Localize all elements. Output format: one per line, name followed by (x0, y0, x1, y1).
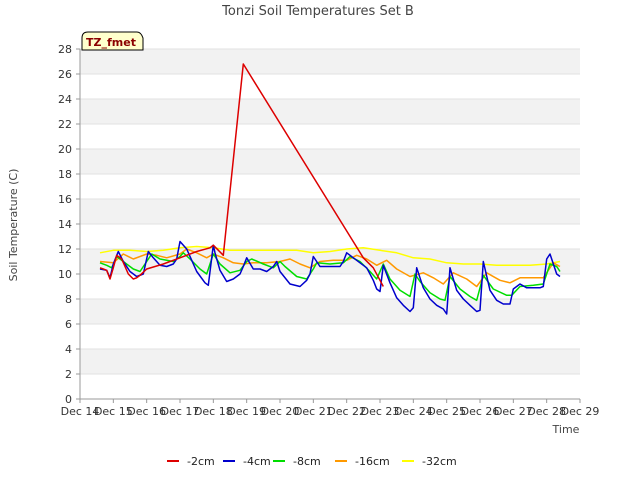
x-tick-label: Dec 24 (394, 405, 433, 418)
x-tick-label: Dec 18 (194, 405, 233, 418)
x-tick-label: Dec 22 (327, 405, 366, 418)
legend-label: -16cm (355, 455, 390, 468)
plot-band (80, 74, 580, 99)
y-tick-label: 0 (65, 393, 72, 406)
plot-band (80, 174, 580, 199)
plot-band (80, 224, 580, 249)
badge-box (81, 31, 144, 51)
series-line-32cm (99, 245, 561, 267)
legend-label: -4cm (243, 455, 271, 468)
y-tick-label: 28 (58, 43, 72, 56)
x-tick-label: Dec 21 (294, 405, 333, 418)
x-tick-label: Dec 25 (427, 405, 466, 418)
legend-label: -2cm (187, 455, 215, 468)
plot-band (80, 49, 580, 74)
y-tick-label: 20 (58, 143, 72, 156)
plot-band (80, 149, 580, 174)
plot-band (80, 349, 580, 374)
x-tick-label: Dec 14 (61, 405, 100, 418)
legend: -2cm -4cm -8cm -16cm -32cm (167, 455, 457, 468)
x-tick-label: Dec 28 (527, 405, 566, 418)
x-tick-label: Dec 23 (361, 405, 400, 418)
plot-band (80, 124, 580, 149)
y-tick-label: 2 (65, 368, 72, 381)
x-tick-label: Dec 16 (127, 405, 166, 418)
x-tick-label: Dec 26 (461, 405, 500, 418)
plot-band (80, 249, 580, 274)
badge-label: TZ_fmet (86, 36, 136, 49)
x-tick-label: Dec 20 (261, 405, 300, 418)
plot-band (80, 324, 580, 349)
x-axis-label: Time (552, 423, 580, 436)
x-tick-label: Dec 17 (161, 405, 200, 418)
x-tick-label: Dec 27 (494, 405, 533, 418)
y-tick-label: 8 (65, 293, 72, 306)
y-tick-label: 4 (65, 343, 72, 356)
series-line-16cm (99, 248, 561, 288)
plot-band (80, 374, 580, 399)
legend-label: -8cm (293, 455, 321, 468)
plot-band (80, 99, 580, 124)
x-tick-label: Dec 15 (94, 405, 133, 418)
chart-title: Tonzi Soil Temperatures Set B (221, 4, 414, 19)
y-tick-label: 14 (58, 218, 72, 231)
y-axis-label: Soil Temperature (C) (7, 169, 20, 282)
plot-band (80, 299, 580, 324)
y-tick-label: 24 (58, 93, 72, 106)
y-tick-label: 12 (58, 243, 72, 256)
y-tick-label: 16 (58, 193, 72, 206)
y-tick-label: 10 (58, 268, 72, 281)
y-tick-label: 26 (58, 68, 72, 81)
series-line-2cm (99, 63, 384, 287)
legend-label: -32cm (422, 455, 457, 468)
x-tick-label: Dec 19 (227, 405, 266, 418)
y-tick-label: 22 (58, 118, 72, 131)
plot-background (80, 49, 580, 399)
series-lines (99, 63, 561, 315)
site-badge: TZ_fmet (81, 31, 144, 51)
y-tick-label: 18 (58, 168, 72, 181)
x-tick-label: Dec 29 (561, 405, 600, 418)
y-tick-label: 6 (65, 318, 72, 331)
